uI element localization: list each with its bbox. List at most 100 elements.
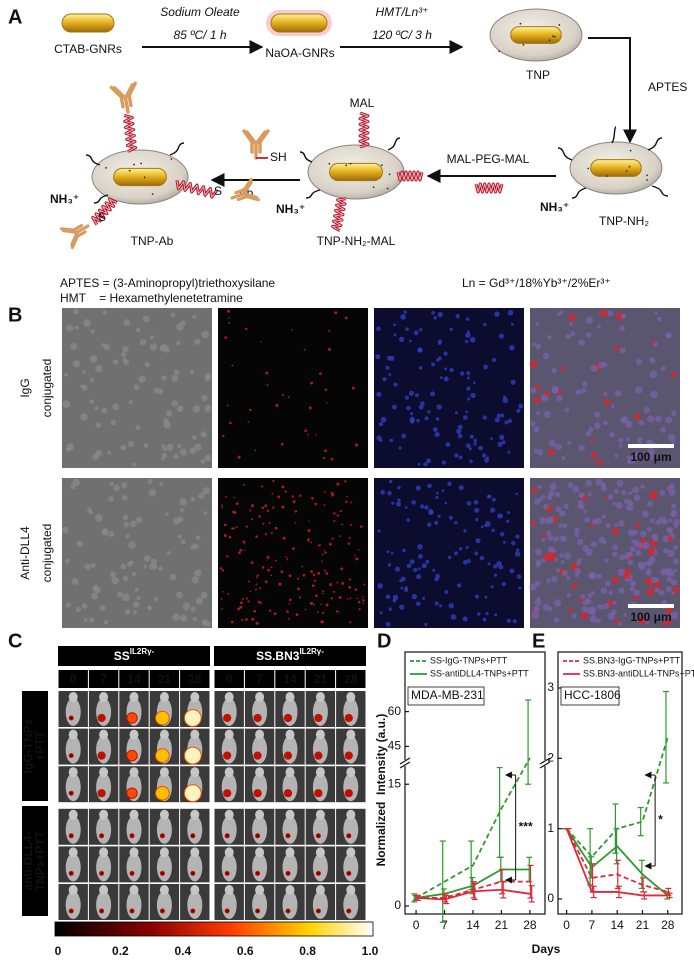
mouse-body	[252, 815, 268, 844]
cell-signal	[409, 411, 414, 416]
cell-signal	[516, 548, 520, 552]
cell-signal	[618, 437, 624, 443]
cell-signal	[466, 376, 471, 380]
mouse-head	[129, 692, 139, 702]
cell-signal	[598, 536, 606, 544]
bioluminescence	[160, 871, 164, 875]
dopant-dot	[551, 35, 554, 38]
compound-label: TNP-NH₂-MAL	[317, 234, 396, 248]
cell-signal	[601, 514, 606, 520]
cell-signal	[496, 413, 501, 418]
cell-signal	[417, 347, 423, 353]
cell-signal	[670, 511, 677, 518]
cell-signal	[424, 416, 429, 421]
cell-signal	[261, 506, 265, 510]
dopant-dot	[558, 24, 561, 26]
cell-signal	[510, 322, 514, 326]
row-label-box	[22, 806, 48, 916]
bioluminescence	[191, 909, 195, 913]
cell-signal	[668, 518, 672, 523]
cell-signal	[608, 590, 614, 596]
mouse-body	[343, 891, 359, 919]
cell-signal	[512, 619, 517, 624]
cell-signal	[296, 577, 300, 580]
cell-signal	[618, 587, 625, 594]
cell-signal	[615, 502, 623, 510]
cell-signal	[299, 494, 302, 497]
cell-signal	[291, 328, 293, 331]
cell-signal	[447, 481, 452, 486]
cell-signal	[179, 498, 187, 506]
cell-signal	[355, 557, 359, 561]
cell-signal	[142, 315, 150, 323]
cell-signal	[443, 351, 448, 356]
cell-signal	[560, 560, 565, 564]
x-tick-label: 28	[661, 918, 675, 932]
cell-signal	[649, 357, 656, 364]
cell-signal	[437, 356, 442, 361]
mouse-body	[282, 891, 298, 919]
panel-label: A	[8, 6, 22, 28]
cell-signal	[665, 416, 673, 424]
cell-signal	[612, 501, 616, 506]
cell-signal	[180, 614, 188, 622]
cell-signal	[535, 321, 540, 326]
y-tick-label: 0	[394, 898, 401, 912]
cell-signal	[672, 586, 680, 594]
mouse-body	[312, 735, 328, 764]
cell-signal	[242, 540, 245, 543]
cell-signal	[95, 364, 103, 373]
plot-frame	[557, 651, 683, 915]
cell-signal	[507, 309, 514, 316]
x-tick-label: 21	[495, 918, 509, 932]
cell-signal	[502, 540, 506, 544]
cell-signal	[392, 598, 397, 603]
mouse-head	[99, 809, 109, 820]
cell-signal	[162, 447, 167, 452]
cell-signal	[581, 381, 588, 387]
mouse-head	[159, 809, 169, 820]
bioluminescence	[347, 909, 351, 913]
mouse-head	[285, 692, 295, 702]
cell-signal	[159, 481, 164, 486]
cell-signal	[400, 576, 406, 582]
cell-signal	[456, 428, 462, 434]
dopant-dot	[143, 176, 146, 179]
cell-signal	[397, 485, 401, 490]
cell-signal	[666, 576, 673, 583]
cell-signal	[182, 602, 191, 611]
x-tick-label: 7	[441, 918, 448, 932]
cell-signal	[340, 567, 344, 571]
peg-chain	[92, 198, 118, 225]
panel-label: C	[8, 630, 22, 652]
cell-signal	[354, 588, 358, 591]
cell-signal	[494, 417, 500, 423]
reagent-label: APTES	[648, 80, 687, 94]
cell-signal	[195, 597, 204, 605]
antibody-shape	[242, 129, 270, 160]
cell-signal	[72, 478, 80, 487]
cell-signal	[81, 603, 88, 609]
row-label: TNPs+PTT	[33, 830, 47, 891]
cell-signal	[491, 528, 495, 533]
cell-signal	[551, 575, 558, 583]
cell-signal	[136, 596, 141, 601]
mouse-body	[156, 815, 172, 844]
cell-signal	[549, 483, 557, 491]
mouse-head	[346, 692, 356, 702]
cell-signal	[548, 439, 556, 447]
mouse-body	[65, 773, 81, 802]
cell-signal	[284, 490, 287, 493]
dopant-dot	[386, 187, 389, 190]
cell-signal	[585, 431, 592, 437]
cell-signal	[411, 500, 416, 505]
cell-signal	[287, 396, 290, 398]
dopant-dot	[349, 162, 352, 165]
series-line	[565, 828, 668, 897]
mouse-body	[65, 891, 81, 919]
cell-signal	[194, 569, 202, 577]
cell-signal	[312, 603, 315, 606]
cell-signal	[594, 422, 601, 429]
cell-signal	[92, 453, 99, 461]
cell-signal	[590, 364, 598, 372]
